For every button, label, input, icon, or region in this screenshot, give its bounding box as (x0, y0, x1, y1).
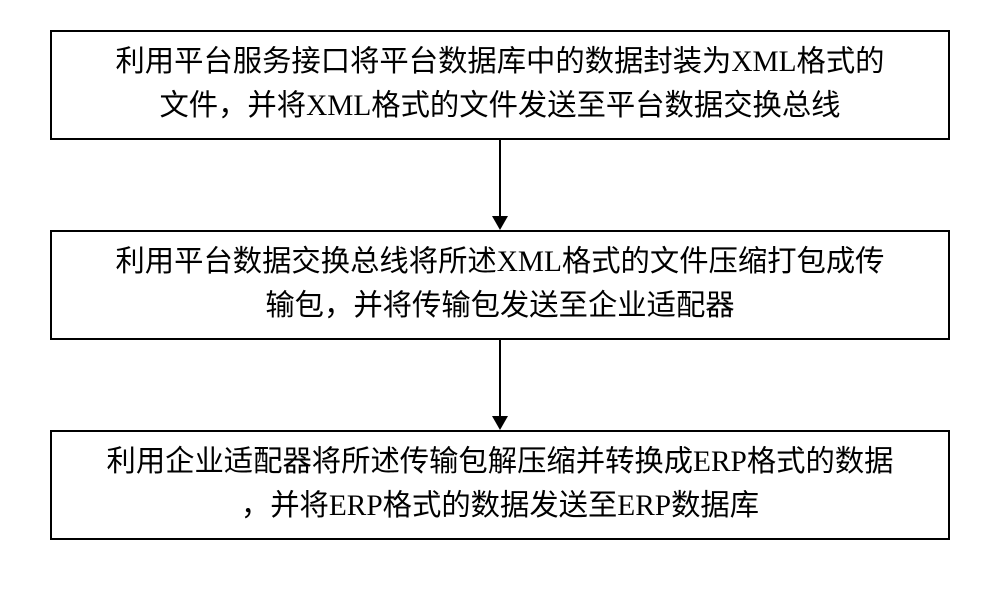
flowchart-node-1-text: 利用平台服务接口将平台数据库中的数据封装为XML格式的 文件，并将XML格式的文… (115, 41, 884, 129)
flowchart-container: 利用平台服务接口将平台数据库中的数据封装为XML格式的 文件，并将XML格式的文… (0, 0, 1000, 600)
flowchart-node-2-text: 利用平台数据交换总线将所述XML格式的文件压缩打包成传 输包，并将传输包发送至企… (115, 241, 884, 329)
arrow-line (499, 340, 501, 416)
flowchart-node-1: 利用平台服务接口将平台数据库中的数据封装为XML格式的 文件，并将XML格式的文… (50, 30, 950, 140)
arrow-head-icon (492, 416, 508, 430)
flowchart-node-3-text: 利用企业适配器将所述传输包解压缩并转换成ERP格式的数据 ，并将ERP格式的数据… (107, 441, 894, 529)
arrow-head-icon (492, 216, 508, 230)
flowchart-node-2: 利用平台数据交换总线将所述XML格式的文件压缩打包成传 输包，并将传输包发送至企… (50, 230, 950, 340)
arrow-line (499, 140, 501, 216)
flowchart-node-3: 利用企业适配器将所述传输包解压缩并转换成ERP格式的数据 ，并将ERP格式的数据… (50, 430, 950, 540)
